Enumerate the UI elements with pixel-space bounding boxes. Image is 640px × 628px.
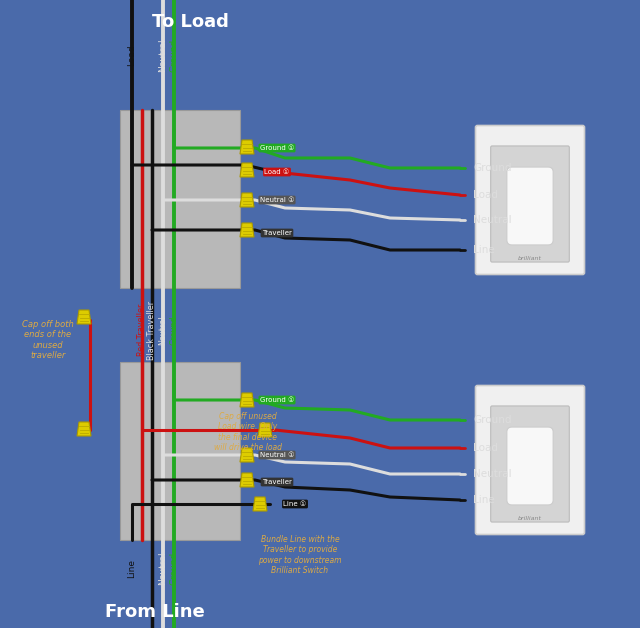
Text: Bundle Line with the
Traveller to provide
power to downstream
Brilliant Switch: Bundle Line with the Traveller to provid…: [259, 535, 342, 575]
Text: Cap off unused
Load wire. Only
the final device
will drive the load: Cap off unused Load wire. Only the final…: [214, 412, 282, 452]
Polygon shape: [77, 422, 91, 436]
Text: Neutral: Neutral: [159, 551, 168, 585]
Text: Line: Line: [473, 495, 495, 505]
Text: Ground ①: Ground ①: [260, 397, 294, 403]
Text: Ground: Ground: [170, 38, 179, 72]
Text: From Line: From Line: [105, 603, 205, 621]
Text: Load: Load: [473, 443, 498, 453]
Polygon shape: [240, 473, 254, 487]
FancyBboxPatch shape: [507, 427, 553, 505]
FancyBboxPatch shape: [476, 126, 584, 274]
Text: Cap off both
ends of the
unused
traveller: Cap off both ends of the unused travelle…: [22, 320, 74, 360]
Polygon shape: [240, 223, 254, 237]
FancyBboxPatch shape: [507, 167, 553, 245]
Text: To Load: To Load: [152, 13, 228, 31]
FancyBboxPatch shape: [491, 406, 570, 522]
Polygon shape: [240, 448, 254, 462]
Polygon shape: [240, 140, 254, 154]
Text: Traveller: Traveller: [262, 230, 292, 236]
Text: Ground: Ground: [170, 551, 179, 585]
Polygon shape: [240, 193, 254, 207]
Text: Neutral ①: Neutral ①: [260, 197, 294, 203]
Polygon shape: [258, 423, 272, 437]
FancyBboxPatch shape: [491, 146, 570, 262]
Text: Neutral: Neutral: [159, 38, 168, 72]
Text: Line: Line: [127, 558, 136, 578]
Text: brilliant: brilliant: [518, 256, 542, 261]
Text: Load ①: Load ①: [264, 169, 289, 175]
Text: Neutral: Neutral: [473, 215, 511, 225]
Text: Ground: Ground: [473, 163, 511, 173]
Text: Neutral ①: Neutral ①: [260, 452, 294, 458]
Text: Red Traveller: Red Traveller: [138, 304, 147, 356]
Text: Ground ①: Ground ①: [260, 145, 294, 151]
Text: Neutral: Neutral: [473, 469, 511, 479]
Text: Ground: Ground: [170, 315, 179, 345]
Text: Traveller: Traveller: [262, 479, 292, 485]
Polygon shape: [77, 310, 91, 324]
Text: brilliant: brilliant: [518, 516, 542, 521]
Text: Load: Load: [473, 190, 498, 200]
Text: Ground: Ground: [473, 415, 511, 425]
FancyBboxPatch shape: [120, 110, 240, 288]
Text: Load: Load: [127, 44, 136, 66]
Polygon shape: [240, 393, 254, 407]
Polygon shape: [253, 497, 267, 511]
Text: Line: Line: [473, 245, 495, 255]
FancyBboxPatch shape: [476, 386, 584, 534]
Polygon shape: [240, 163, 254, 177]
FancyBboxPatch shape: [120, 362, 240, 540]
Text: Line ①: Line ①: [284, 501, 307, 507]
Text: Neutral: Neutral: [159, 315, 168, 345]
Text: Black Traveller: Black Traveller: [147, 300, 157, 360]
